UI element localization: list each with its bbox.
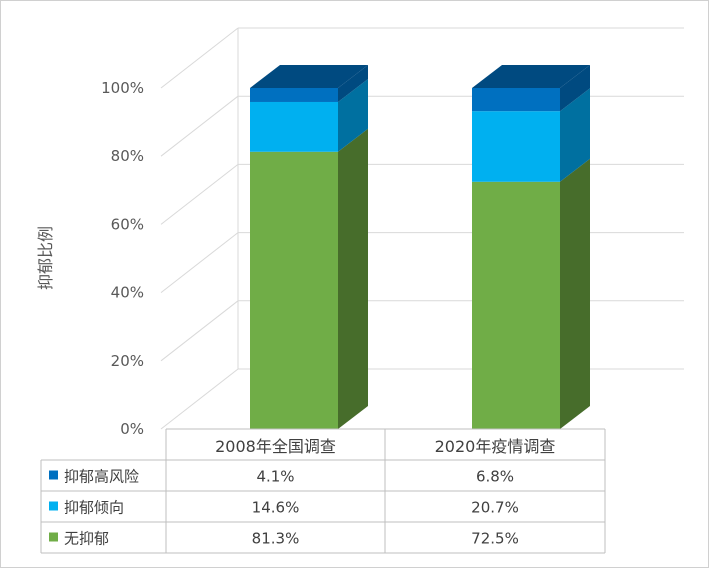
side-wall-line bbox=[160, 368, 239, 430]
y-tick-label: 80% bbox=[111, 147, 144, 165]
category-label: 2020年疫情调查 bbox=[435, 437, 556, 456]
bar-segment-front bbox=[472, 88, 560, 112]
bar-segment-side bbox=[338, 78, 368, 152]
category-label: 2008年全国调查 bbox=[215, 437, 336, 456]
bar-segment-front bbox=[472, 181, 560, 429]
bar-segment-front bbox=[250, 101, 338, 152]
side-wall-line bbox=[160, 232, 239, 293]
table-cell-value: 14.6% bbox=[252, 499, 300, 517]
bar-segment-front bbox=[250, 88, 338, 102]
side-wall-line bbox=[160, 95, 239, 157]
side-wall-line bbox=[160, 164, 239, 225]
side-wall-line bbox=[160, 300, 239, 362]
bar-segment-side bbox=[560, 88, 590, 182]
bar-segment-side bbox=[338, 65, 368, 102]
y-tick-label: 100% bbox=[101, 79, 144, 97]
bar-top bbox=[472, 65, 590, 88]
table-cell-value: 72.5% bbox=[471, 530, 519, 548]
legend-key bbox=[49, 470, 58, 480]
bar-segment-side bbox=[338, 128, 368, 429]
legend-label: 抑郁倾向 bbox=[64, 499, 124, 517]
legend-label: 抑郁高风险 bbox=[64, 468, 139, 486]
y-tick-label: 20% bbox=[111, 352, 144, 370]
y-tick-label: 40% bbox=[111, 284, 144, 302]
legend-key bbox=[49, 532, 58, 542]
bar-segment-side bbox=[560, 65, 590, 112]
y-tick-label: 0% bbox=[120, 420, 144, 438]
table-cell-value: 81.3% bbox=[252, 530, 300, 548]
y-tick-label: 60% bbox=[111, 215, 144, 233]
bar-segment-front bbox=[472, 111, 560, 182]
bar-segment-front bbox=[250, 151, 338, 429]
table-cell-value: 4.1% bbox=[256, 468, 294, 486]
legend-key bbox=[49, 501, 58, 511]
bar-top bbox=[250, 65, 368, 88]
y-axis-label: 抑郁比例 bbox=[36, 226, 55, 290]
side-wall-line bbox=[160, 27, 239, 89]
legend-label: 无抑郁 bbox=[64, 530, 109, 548]
table-cell-value: 20.7% bbox=[471, 499, 519, 517]
bar-segment-side bbox=[560, 158, 590, 429]
table-cell-value: 6.8% bbox=[476, 468, 514, 486]
